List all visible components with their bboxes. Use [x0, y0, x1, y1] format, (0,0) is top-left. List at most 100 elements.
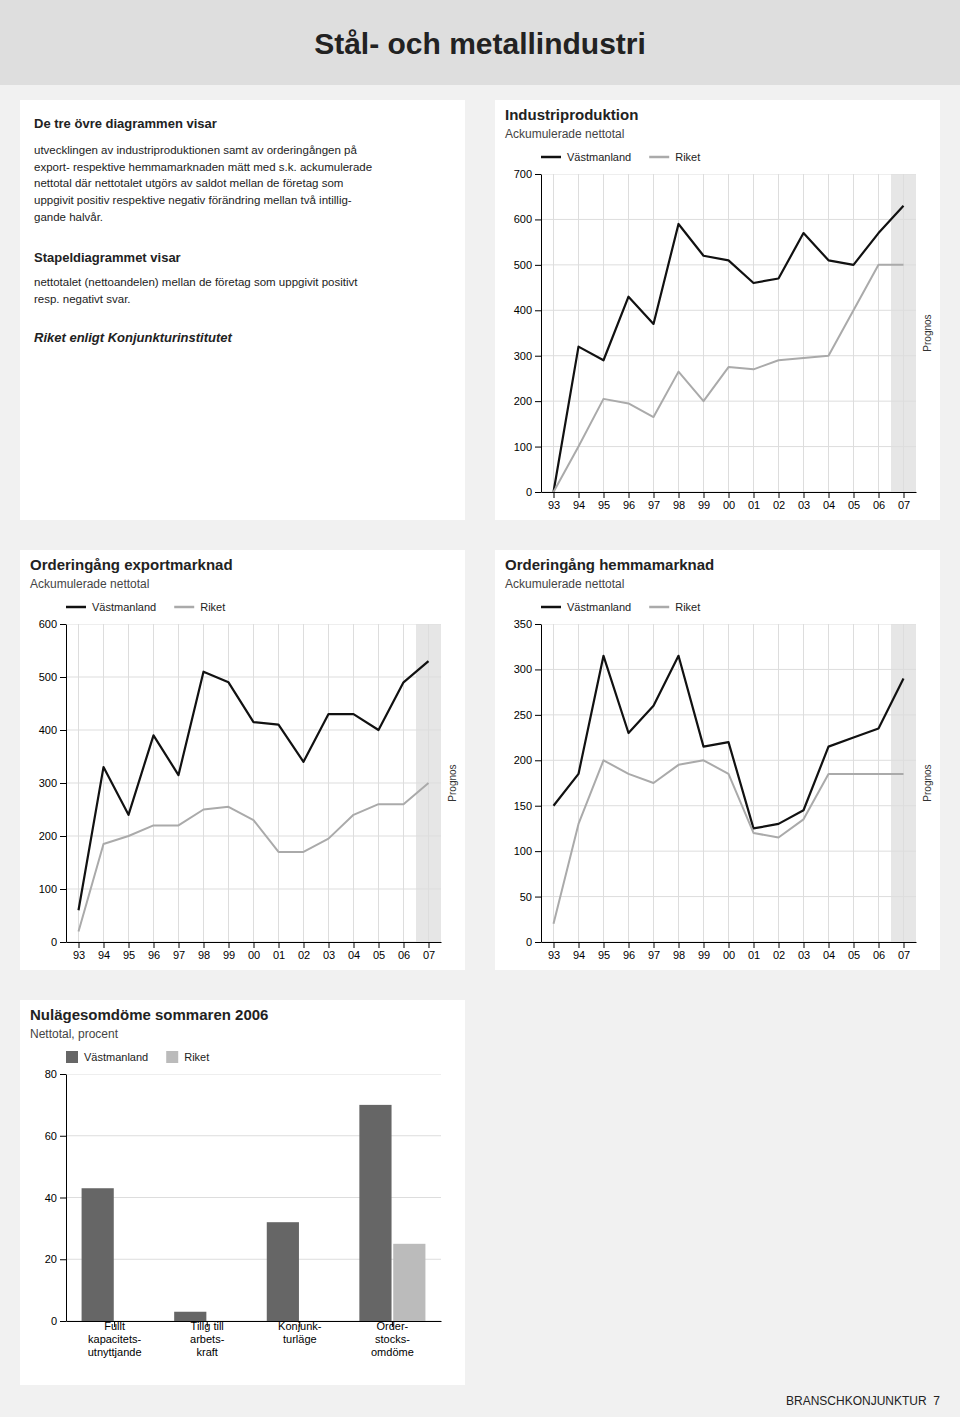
tick-mark — [154, 942, 155, 948]
tick-mark — [60, 889, 66, 890]
tick-label: 400 — [514, 304, 532, 316]
tick-mark — [60, 1136, 66, 1137]
tick-mark — [535, 356, 541, 357]
tick: 05 — [373, 942, 385, 961]
annotation: Prognos — [447, 764, 458, 801]
tick: 300 — [514, 663, 541, 675]
tick-label: 300 — [514, 663, 532, 675]
tick: 95 — [598, 942, 610, 961]
tick: 98 — [673, 492, 685, 511]
tick-label: 0 — [51, 1315, 57, 1327]
tick: 500 — [514, 259, 541, 271]
text-line: Order- — [376, 1320, 408, 1332]
panel-background — [20, 1000, 465, 1385]
text-line: Tillg till — [191, 1320, 224, 1332]
tick-label: 350 — [514, 618, 532, 630]
grid-line-x — [103, 624, 104, 942]
tick-mark — [535, 851, 541, 852]
tick: 300 — [39, 777, 66, 789]
tick-mark — [629, 492, 630, 498]
tick-label: 100 — [39, 883, 57, 895]
grid-line-x — [178, 624, 179, 942]
tick-label: 03 — [323, 949, 335, 961]
tick-mark — [579, 942, 580, 948]
tick-label: 03 — [798, 499, 810, 511]
bar — [267, 1222, 299, 1321]
tick-label: 95 — [598, 949, 610, 961]
y-axis: 0100200300400500600700 — [514, 168, 542, 498]
tick-mark — [204, 942, 205, 948]
grid-line-x — [328, 624, 329, 942]
tick-label: Fulltkapacitets-utnyttjande — [88, 1320, 142, 1358]
text-line: Riket enligt Konjunkturinstitutet — [34, 330, 233, 345]
tick-mark — [779, 492, 780, 498]
series-line — [554, 760, 904, 924]
legend-swatch — [174, 606, 194, 609]
text-line: gande halvår. — [34, 211, 103, 223]
tick-label: 40 — [45, 1192, 57, 1204]
tick-mark — [904, 942, 905, 948]
tick-mark — [729, 492, 730, 498]
tick-label: 02 — [773, 949, 785, 961]
tick: 00 — [723, 942, 735, 961]
tick-mark — [60, 836, 66, 837]
chart-title: Industriproduktion — [505, 106, 638, 123]
tick-label: Tillg tillarbets-kraft — [190, 1320, 225, 1358]
tick-label: 600 — [514, 213, 532, 225]
tick-label: 04 — [823, 949, 835, 961]
tick-label: 96 — [148, 949, 160, 961]
text-line: turläge — [283, 1333, 317, 1345]
legend-swatch — [66, 606, 86, 609]
legend-swatch — [649, 156, 669, 159]
tick-label: 500 — [514, 259, 532, 271]
tick-mark — [854, 492, 855, 498]
tick: 03 — [323, 942, 335, 961]
tick: 01 — [748, 492, 760, 511]
tick: 93 — [548, 942, 560, 961]
tick-label: 02 — [298, 949, 310, 961]
tick-mark — [304, 942, 305, 948]
legend: VästmanlandRiket — [66, 1051, 209, 1063]
tick: 02 — [298, 942, 310, 961]
x-axis: Fulltkapacitets-utnyttjande Tillg tillarb… — [67, 1320, 442, 1358]
panel-background — [495, 100, 940, 520]
series-line — [554, 265, 904, 492]
grid-line-x — [628, 624, 629, 942]
tick: 50 — [520, 891, 541, 903]
tick-label: 99 — [698, 949, 710, 961]
tick: 99 — [698, 492, 710, 511]
grid-line-x — [828, 624, 829, 942]
legend-item: Västmanland — [541, 601, 631, 613]
chart-subtitle: Ackumulerade nettotal — [30, 577, 149, 591]
tick-label: 94 — [98, 949, 110, 961]
legend-item: Riket — [649, 601, 700, 613]
chart-panel: Nulägesomdöme sommaren 2006Nettotal, pro… — [20, 1000, 465, 1385]
tick: 02 — [773, 942, 785, 961]
tick-label: 06 — [873, 949, 885, 961]
tick-mark — [535, 897, 541, 898]
tick: 06 — [873, 492, 885, 511]
grid-line-x — [128, 624, 129, 942]
tick-label: 97 — [648, 949, 660, 961]
tick-mark — [329, 942, 330, 948]
tick: 01 — [273, 942, 285, 961]
series-line — [79, 783, 429, 931]
grid-line-x — [878, 174, 879, 492]
tick-label: 98 — [673, 949, 685, 961]
y-axis: 0100200300400500600 — [39, 618, 67, 948]
page-background — [0, 0, 960, 1417]
panel-background — [495, 550, 940, 970]
legend-label: Riket — [675, 151, 700, 163]
tick-label: 50 — [520, 891, 532, 903]
grid-line-x — [753, 174, 754, 492]
grid-line-x — [828, 174, 829, 492]
grid-line-x — [803, 174, 804, 492]
tick: 95 — [598, 492, 610, 511]
tick-mark — [60, 783, 66, 784]
tick-label: 06 — [873, 499, 885, 511]
legend-swatch — [541, 156, 561, 159]
axis-line — [66, 625, 67, 943]
tick: 94 — [573, 492, 585, 511]
tick: 03 — [798, 942, 810, 961]
tick-label: 05 — [373, 949, 385, 961]
